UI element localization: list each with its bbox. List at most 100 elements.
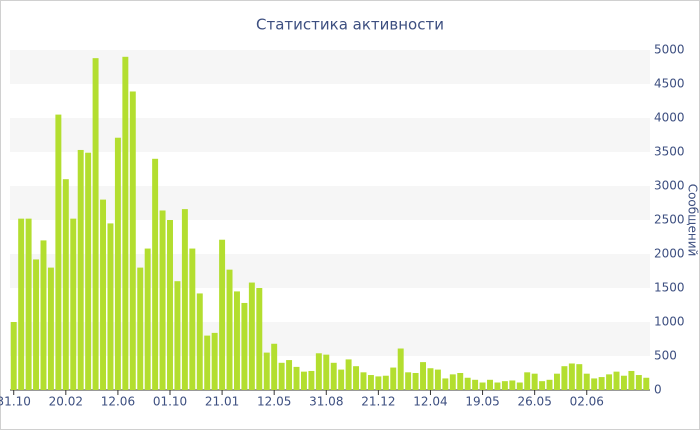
x-tick-label: 21.01 bbox=[205, 395, 239, 409]
bar bbox=[196, 293, 203, 390]
y-axis-label: Сообщений bbox=[686, 184, 700, 257]
bar bbox=[449, 374, 456, 390]
bar bbox=[397, 348, 404, 390]
bar bbox=[524, 372, 531, 390]
bar bbox=[427, 368, 434, 390]
bar bbox=[531, 373, 538, 390]
bar bbox=[501, 381, 508, 390]
x-tick-label: 31.08 bbox=[309, 395, 343, 409]
bar bbox=[561, 366, 568, 390]
x-tick-label: 26.05 bbox=[517, 395, 551, 409]
y-tick-label: 3500 bbox=[654, 145, 685, 159]
bar bbox=[152, 158, 159, 390]
bar bbox=[405, 372, 412, 390]
bar bbox=[92, 58, 99, 390]
bar bbox=[472, 379, 479, 390]
bar bbox=[583, 373, 590, 390]
bar bbox=[487, 379, 493, 390]
bar bbox=[420, 362, 426, 390]
bar bbox=[620, 375, 627, 390]
bar bbox=[635, 375, 642, 390]
bar bbox=[308, 370, 315, 390]
bar bbox=[62, 179, 69, 390]
bar bbox=[606, 374, 613, 390]
bar bbox=[55, 114, 62, 390]
bar bbox=[77, 149, 84, 390]
bar bbox=[286, 360, 293, 390]
bar bbox=[144, 248, 151, 390]
bar bbox=[479, 382, 486, 390]
bar bbox=[278, 362, 285, 390]
bar bbox=[539, 381, 546, 390]
bar bbox=[434, 369, 441, 390]
bar bbox=[367, 375, 374, 390]
y-tick-label: 1500 bbox=[654, 281, 685, 295]
bar bbox=[70, 218, 77, 390]
y-tick-label: 4000 bbox=[654, 111, 685, 125]
y-tick-label: 0 bbox=[654, 383, 662, 397]
bar bbox=[412, 373, 419, 390]
bar bbox=[248, 282, 255, 390]
bar bbox=[226, 269, 233, 390]
bar bbox=[241, 302, 248, 390]
bar bbox=[85, 152, 92, 390]
bar bbox=[122, 56, 129, 391]
bar bbox=[10, 322, 17, 390]
x-tick-label: 31.10 bbox=[0, 395, 31, 409]
bar bbox=[40, 240, 47, 390]
bar bbox=[293, 366, 300, 390]
bar bbox=[464, 377, 471, 390]
bar bbox=[390, 367, 397, 390]
bar bbox=[174, 281, 181, 390]
y-tick-label: 4500 bbox=[654, 77, 685, 91]
bar bbox=[591, 378, 598, 390]
y-tick-label: 3000 bbox=[654, 179, 685, 193]
grid-band bbox=[10, 50, 650, 84]
bar bbox=[33, 259, 40, 390]
chart-title: Статистика активности bbox=[256, 16, 444, 34]
bar bbox=[107, 223, 114, 390]
y-tick-label: 2000 bbox=[654, 247, 685, 261]
bar bbox=[576, 364, 583, 390]
bar bbox=[457, 373, 464, 390]
bar bbox=[494, 382, 501, 390]
bar bbox=[315, 353, 322, 390]
bar bbox=[546, 379, 553, 390]
bar bbox=[353, 366, 360, 390]
x-tick-label: 02.06 bbox=[570, 395, 604, 409]
x-tick-label: 12.05 bbox=[257, 395, 291, 409]
bar bbox=[628, 370, 635, 390]
bar bbox=[211, 332, 218, 390]
bar bbox=[189, 248, 196, 390]
bar bbox=[360, 372, 367, 390]
bar bbox=[18, 218, 25, 390]
bar bbox=[204, 335, 211, 390]
x-tick-label: 12.04 bbox=[413, 395, 447, 409]
bar bbox=[568, 363, 575, 390]
bar bbox=[100, 199, 106, 390]
x-tick-label: 20.02 bbox=[49, 395, 83, 409]
bar bbox=[129, 91, 136, 390]
bar bbox=[234, 291, 240, 390]
grid-band bbox=[10, 118, 650, 152]
bar bbox=[382, 375, 389, 390]
bar bbox=[613, 371, 620, 390]
bar bbox=[554, 373, 560, 390]
bar bbox=[159, 210, 166, 390]
bar bbox=[516, 382, 523, 390]
bar bbox=[643, 377, 650, 390]
bar bbox=[263, 352, 270, 390]
y-tick-label: 2500 bbox=[654, 213, 685, 227]
bar bbox=[375, 376, 382, 390]
x-tick-label: 01.10 bbox=[153, 395, 187, 409]
bar bbox=[47, 267, 54, 390]
bar bbox=[114, 137, 121, 390]
y-tick-label: 1000 bbox=[654, 315, 685, 329]
bar bbox=[271, 343, 278, 390]
bar bbox=[167, 220, 173, 390]
x-tick-label: 21.12 bbox=[361, 395, 395, 409]
bar bbox=[256, 288, 263, 390]
bar bbox=[345, 359, 352, 390]
bar bbox=[442, 378, 449, 390]
